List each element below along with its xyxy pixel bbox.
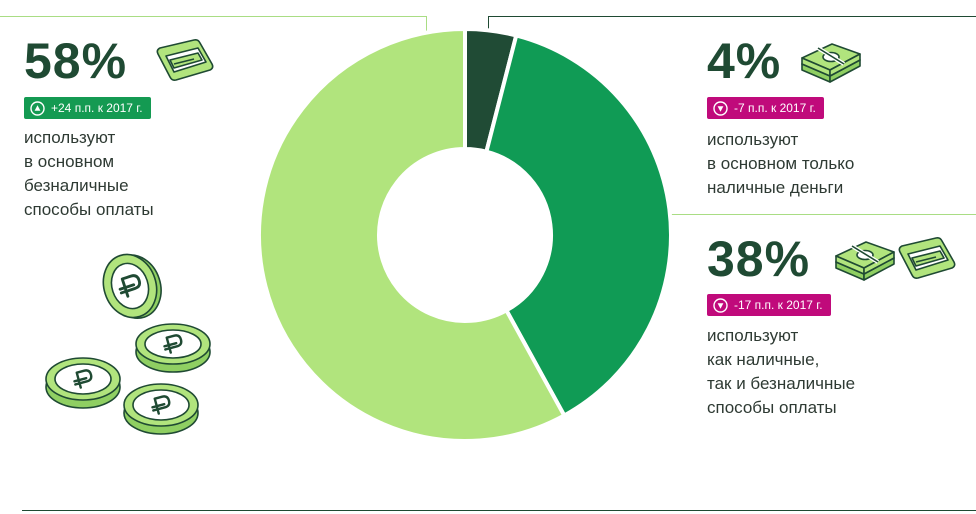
left-desc-line: способы оплаты: [24, 200, 154, 219]
ruble-coins-icon: [45, 253, 211, 435]
right-top-badge-text: -7 п.п. к 2017 г.: [734, 101, 816, 115]
right-top-percent: 4%: [707, 33, 782, 89]
right-bottom-desc-line: способы оплаты: [707, 398, 837, 417]
right-bottom-change-badge: -17 п.п. к 2017 г.: [707, 294, 831, 316]
card-terminal-icon: [156, 39, 214, 81]
right-bottom-description: используют как наличные, так и безналичн…: [707, 324, 855, 420]
left-change-badge: +24 п.п. к 2017 г.: [24, 97, 151, 119]
right-frame-top-line: [488, 16, 976, 17]
left-badge-text: +24 п.п. к 2017 г.: [51, 101, 143, 115]
right-divider-line: [668, 214, 976, 215]
arrow-up-circle-icon: [30, 100, 45, 116]
left-description: используют в основном безналичные способ…: [24, 126, 154, 222]
left-desc-line: в основном: [24, 152, 115, 171]
left-frame-top-line: [0, 16, 427, 17]
right-bottom-desc-line: так и безналичные: [707, 374, 856, 393]
left-desc-line: безналичные: [24, 176, 129, 195]
donut-slice-38: [484, 33, 673, 418]
left-desc-line: используют: [24, 128, 116, 147]
right-bottom-desc-line: как наличные,: [707, 350, 820, 369]
right-top-desc-line: наличные деньги: [707, 178, 844, 197]
arrow-down-circle-icon: [713, 297, 728, 313]
cash-stack-icon: [835, 241, 895, 281]
right-top-description: используют в основном только наличные де…: [707, 128, 854, 200]
cash-stack-icon: [801, 43, 861, 83]
left-percent: 58%: [24, 33, 128, 89]
right-top-desc-line: используют: [707, 130, 799, 149]
right-top-desc-line: в основном только: [707, 154, 855, 173]
right-bottom-badge-text: -17 п.п. к 2017 г.: [734, 298, 823, 312]
arrow-down-circle-icon: [713, 100, 728, 116]
card-terminal-icon: [898, 237, 956, 279]
right-bottom-percent: 38%: [707, 231, 811, 287]
donut-slice-58: [257, 27, 567, 443]
left-frame-right-line: [426, 16, 427, 34]
bottom-rule: [22, 510, 976, 511]
right-bottom-desc-line: используют: [707, 326, 799, 345]
right-top-change-badge: -7 п.п. к 2017 г.: [707, 97, 824, 119]
